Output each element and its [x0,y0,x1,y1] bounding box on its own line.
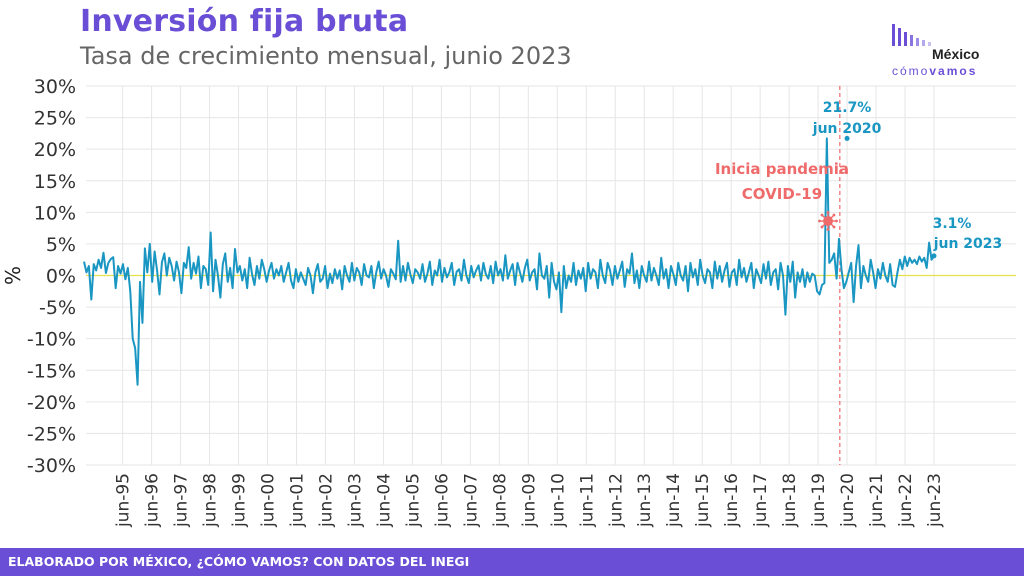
y-tick-label: -5% [39,297,76,319]
x-tick-label: jun-99 [230,473,250,528]
annotation-pandemic-line2: COVID-19 [742,185,822,203]
annotation-last-date: jun 2023 [933,236,1003,252]
y-tick-label: -15% [27,360,76,382]
y-axis-label: % [1,266,25,285]
x-tick-label: jun-10 [548,473,568,528]
y-tick-label: 25% [34,108,76,130]
page-title: Inversión fija bruta [80,4,409,39]
annotation-last-value: 3.1% [933,216,972,232]
mexico-como-vamos-logo: México cómovamos [888,22,1008,82]
page-subtitle: Tasa de crecimiento mensual, junio 2023 [80,42,572,70]
y-tick-label: 15% [34,171,76,193]
series-line [83,137,935,386]
x-tick-label: jun-11 [577,473,597,528]
y-tick-label: -20% [27,392,76,414]
x-tick-label: jun-21 [867,473,887,528]
x-tick-label: jun-16 [722,473,742,528]
logo-text-mexico: México [932,46,980,62]
x-tick-label: jun-04 [374,473,394,528]
x-tick-label: jun-19 [809,473,829,528]
x-tick-label: jun-00 [259,473,279,528]
y-tick-label: -10% [27,329,76,351]
annotation-peak-date: jun 2020 [812,121,882,137]
y-tick-label: 10% [34,202,76,224]
x-tick-label: jun-02 [316,473,336,528]
y-tick-label: 5% [46,234,76,256]
x-tick-label: jun-08 [490,473,510,528]
y-axis-ticks: -30% -25% -20% -15% -10% -5% 0% 5% 10% 15% 20% 25% 3… [27,76,76,477]
x-tick-label: jun-98 [201,473,221,528]
x-tick-label: jun-95 [114,473,134,528]
x-tick-label: jun-96 [143,473,163,528]
y-tick-label: 30% [34,76,76,98]
x-tick-label: jun-05 [403,473,423,528]
x-tick-label: jun-20 [838,473,858,528]
x-axis-ticks: jun-95 jun-96 jun-97 jun-98 jun-99 jun-00 jun-… [114,473,945,528]
annotation-peak-value: 21.7% [823,100,872,116]
logo-text-como-vamos: cómovamos [892,64,978,78]
annotation-pandemic-line1: Inicia pandemia [715,160,849,178]
footer-bar: ELABORADO POR MÉXICO, ¿CÓMO VAMOS? CON D… [0,548,1024,576]
x-tick-label: jun-17 [751,473,771,528]
annotations: 21.7% jun 2020 3.1% jun 2023 Inicia pandemia… [715,100,1003,259]
x-tick-label: jun-18 [780,473,800,528]
peak-point [844,135,850,141]
virus-icon [818,211,838,231]
x-tick-label: jun-07 [461,473,481,528]
x-tick-label: jun-23 [925,473,945,528]
y-tick-label: -30% [27,455,76,477]
last-point [931,253,937,259]
footer-source-text: ELABORADO POR MÉXICO, ¿CÓMO VAMOS? CON D… [8,554,470,569]
x-tick-label: jun-06 [432,473,452,528]
line-chart: -30% -25% -20% -15% -10% -5% 0% 5% 10% 15% 20% 25% 3… [1,76,1016,528]
x-tick-label: jun-12 [606,473,626,528]
x-tick-label: jun-09 [519,473,539,528]
x-tick-label: jun-01 [288,473,308,528]
y-tick-label: -25% [27,423,76,445]
x-tick-label: jun-13 [635,473,655,528]
x-tick-label: jun-97 [172,473,192,528]
x-tick-label: jun-03 [345,473,365,528]
bars-logo-icon [892,24,931,46]
x-tick-label: jun-22 [896,473,916,528]
x-tick-label: jun-15 [693,473,713,528]
y-tick-label: 20% [34,139,76,161]
y-tick-label: 0% [46,266,76,288]
x-tick-label: jun-14 [664,473,684,528]
